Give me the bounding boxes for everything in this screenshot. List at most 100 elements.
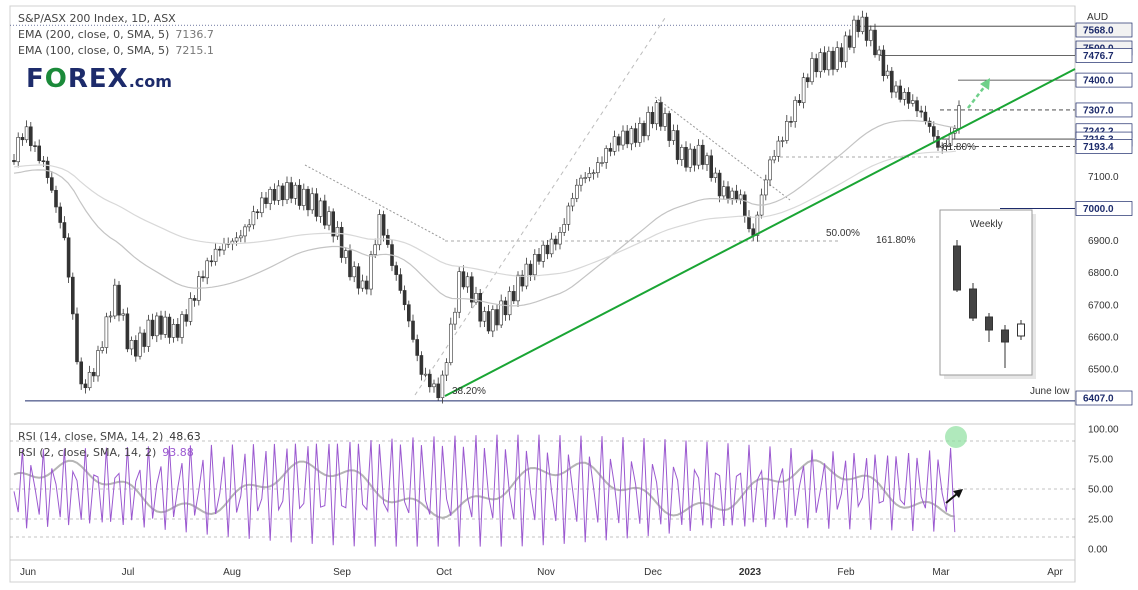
candle-body (713, 172, 718, 178)
candle-body (125, 313, 130, 350)
rsi-axis-tick: 25.00 (1088, 515, 1113, 526)
candle-body (755, 214, 760, 236)
candle-body (881, 49, 886, 76)
candle-body (209, 260, 214, 263)
candle-body (33, 145, 37, 147)
price-label-box (1075, 22, 1133, 38)
candle-body (957, 105, 961, 129)
candle-body (570, 198, 575, 207)
ema-200-value: 7136.7 (175, 28, 214, 41)
candle-body (104, 316, 109, 348)
candle-body (79, 361, 83, 385)
candle-body (902, 91, 907, 100)
candle-body (402, 290, 407, 305)
candle-body (419, 355, 424, 375)
candle-body (259, 197, 264, 214)
candle-body (121, 313, 125, 316)
price-axis-tick: 6700.0 (1088, 300, 1119, 311)
candle-body (54, 190, 58, 208)
candle-body (448, 323, 453, 363)
candle-body (356, 266, 361, 289)
candle-body (667, 113, 672, 141)
price-label-box (1075, 201, 1133, 216)
candle-body (532, 253, 537, 276)
candle-body (646, 111, 651, 137)
candle-body (516, 274, 520, 302)
candle-body (301, 188, 306, 206)
candle-body (545, 244, 550, 255)
candle-body (528, 263, 533, 276)
candle-body (654, 102, 659, 125)
inset-candle-body (985, 316, 993, 331)
candle-body (495, 309, 499, 326)
candle-body (625, 130, 630, 145)
candle-body (297, 184, 302, 206)
candle-body (406, 304, 411, 322)
candle-body (537, 253, 541, 262)
candle-body (163, 316, 167, 335)
candle-body (944, 145, 949, 147)
candle-body (730, 190, 735, 199)
rsi-axis-tick: 0.00 (1088, 545, 1108, 556)
rsi2-legend: RSI (2, close, SMA, 14, 2) 93.88 (18, 446, 194, 459)
candle-body (280, 185, 285, 201)
month-label: Feb (837, 567, 855, 578)
rsi2-line (13, 434, 956, 547)
candle-body (852, 19, 856, 48)
rsi-arrow-line (945, 492, 959, 504)
candle-body (331, 211, 336, 237)
candle-body (113, 284, 117, 317)
candle-body (889, 70, 894, 93)
candle-body (142, 332, 146, 347)
candle-body (251, 211, 256, 226)
fib-382-label: 38.20% (452, 386, 486, 397)
month-label: Dec (644, 567, 662, 578)
candle-body (612, 136, 617, 152)
candle-body (579, 177, 583, 186)
candle-body (155, 315, 159, 337)
candles-group (12, 10, 961, 404)
candle-body (306, 188, 310, 211)
candle-body (616, 136, 621, 146)
candle-body (184, 314, 188, 322)
rsi-arrow-head (953, 489, 963, 498)
candle-body (327, 211, 331, 226)
price-label-box (1075, 48, 1133, 63)
ema-100-value: 7215.1 (175, 44, 214, 57)
candle-body (453, 311, 457, 325)
rsi-axis-tick: 50.00 (1088, 485, 1113, 496)
candle-body (432, 383, 436, 388)
candle-body (747, 216, 751, 230)
candle-body (108, 315, 113, 318)
candle-body (20, 137, 25, 141)
candle-body (49, 177, 54, 191)
candle-body (486, 311, 491, 332)
rsi14-value: 48.63 (169, 430, 201, 443)
candle-body (436, 383, 441, 399)
candle-body (171, 324, 176, 338)
price-label-box (1075, 72, 1133, 88)
candle-body (234, 237, 239, 242)
rsi-axis-tick: 75.00 (1088, 455, 1113, 466)
candle-body (318, 200, 323, 217)
candle-body (255, 211, 260, 214)
candle-body (822, 52, 827, 71)
fib-extension-diagonal (414, 17, 666, 396)
candle-body (726, 186, 730, 199)
candle-body (343, 250, 348, 258)
candle-body (180, 314, 184, 338)
candle-body (12, 160, 16, 163)
price-label-text: 7307.0 (1083, 105, 1114, 116)
candle-body (864, 16, 869, 41)
candle-body (721, 186, 726, 197)
candle-body (293, 184, 298, 199)
candle-body (810, 58, 814, 83)
candle-body (45, 160, 50, 178)
ema-200-label: EMA (200, close, 0, SMA, 5) (18, 28, 170, 41)
chart-title-legend: S&P/ASX 200 Index, 1D, ASX (18, 12, 176, 25)
candle-body (915, 100, 919, 112)
candle-body (264, 197, 268, 204)
month-label: Oct (436, 567, 452, 578)
candle-body (310, 193, 315, 211)
